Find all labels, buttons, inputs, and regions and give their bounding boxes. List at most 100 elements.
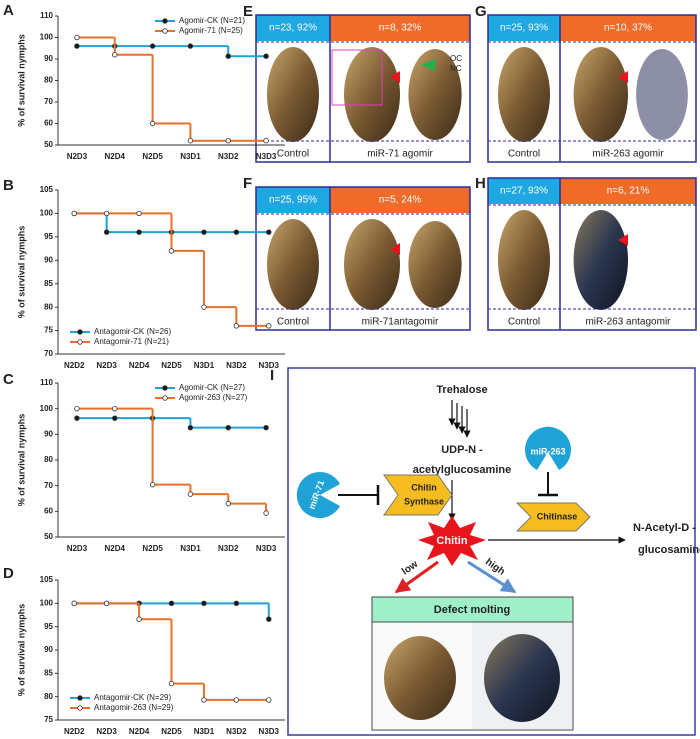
legend-label: Agomir-CK (N=21) [179, 16, 245, 25]
legend-label: Antagomir-71 (N=21) [94, 337, 169, 346]
point [201, 600, 207, 607]
point [149, 43, 156, 49]
point [187, 137, 194, 144]
y-tick-label: 110 [40, 11, 53, 20]
caption: miR-263 antagomir [585, 317, 671, 328]
y-tick-label: 50 [44, 532, 53, 541]
y-tick-label: 80 [44, 692, 53, 701]
red-arrow [390, 71, 400, 83]
mir263-label: miR-263 [530, 446, 565, 456]
synthase-label: Chitin [411, 482, 437, 492]
point [266, 323, 272, 329]
header-label: n=10, 37% [604, 23, 652, 34]
point [225, 424, 231, 431]
point [136, 229, 142, 235]
legend-marker [162, 395, 168, 401]
y-axis-label: % of survival nymphs [16, 226, 26, 319]
x-tick-label: N2D2 [64, 727, 85, 736]
x-tick-label: N3D3 [256, 544, 277, 553]
point [112, 415, 118, 421]
photo [573, 210, 628, 310]
x-tick-label: N2D5 [142, 544, 163, 553]
point [263, 137, 269, 144]
point [71, 600, 77, 607]
x-tick-label: N2D4 [105, 544, 126, 553]
point [225, 137, 231, 144]
point [71, 210, 77, 217]
chitin-label: Chitin [436, 535, 467, 547]
chitin-star [418, 516, 486, 566]
x-tick-label: N2D4 [105, 152, 126, 161]
mirna-shape [525, 426, 572, 470]
y-tick-label: 80 [44, 76, 53, 85]
red-arrow [618, 71, 628, 83]
point [103, 210, 110, 217]
x-tick-label: N2D3 [96, 727, 117, 736]
x-tick-label: N2D2 [64, 361, 85, 370]
header-control [256, 187, 330, 213]
synthase-label: Synthase [404, 496, 444, 506]
x-tick-label: N3D3 [256, 152, 277, 161]
x-tick-label: N3D1 [194, 727, 215, 736]
caption: Control [277, 149, 309, 160]
x-tick-label: N2D3 [67, 152, 88, 161]
y-axis-label: % of survival nymphs [16, 414, 26, 507]
header-label: n=27, 93% [500, 186, 548, 197]
panel-letter: E [243, 3, 253, 20]
header-control [488, 178, 560, 204]
point [74, 415, 80, 421]
x-tick-label: N2D4 [129, 361, 150, 370]
legend-marker [77, 695, 83, 701]
caption: Control [508, 317, 540, 328]
header-treated [330, 15, 470, 41]
photo [344, 219, 400, 310]
x-tick-label: N2D3 [96, 361, 117, 370]
y-tick-label: 90 [44, 54, 53, 63]
point [168, 600, 175, 607]
photo [498, 210, 550, 310]
photo [636, 49, 688, 140]
photo [267, 219, 319, 310]
mirna-shape [296, 472, 340, 518]
y-tick-label: 70 [44, 481, 53, 490]
panel-frame [255, 186, 471, 331]
header-control [488, 15, 560, 41]
legend-label: Agomir-263 (N=27) [179, 393, 248, 402]
header-treated [560, 178, 696, 204]
y-tick-label: 70 [44, 349, 53, 358]
point [136, 616, 142, 622]
point [187, 491, 194, 497]
point [112, 405, 118, 412]
y-tick-label: 60 [44, 119, 53, 128]
panel-frame [487, 177, 697, 331]
y-tick-label: 105 [40, 575, 54, 584]
header-label: n=25, 93% [500, 23, 548, 34]
header-label: n=23, 92% [269, 23, 317, 34]
y-tick-label: 90 [44, 645, 53, 654]
photo [384, 636, 456, 720]
y-tick-label: 110 [40, 378, 53, 387]
y-tick-label: 85 [44, 279, 53, 288]
x-tick-label: N2D4 [129, 727, 150, 736]
legend-marker [77, 339, 83, 345]
red-arrow [618, 234, 628, 246]
photo [267, 47, 319, 142]
point [74, 34, 80, 41]
photo-panels: En=23, 92% n=8, 32% Control miR-71 agomir OC… [243, 3, 697, 331]
y-tick-label: 80 [44, 455, 53, 464]
y-tick-label: 70 [44, 97, 53, 106]
header-control [256, 15, 330, 41]
point [233, 697, 240, 703]
x-tick-label: N3D2 [226, 361, 247, 370]
photo [344, 47, 400, 142]
x-tick-label: N3D3 [259, 727, 280, 736]
low-label: low [400, 559, 420, 578]
y-tick-label: 85 [44, 668, 53, 677]
photo [498, 47, 550, 142]
green-arrow [421, 59, 435, 71]
legend-label: Agomir-71 (N=25) [179, 26, 243, 35]
y-tick-label: 100 [40, 404, 54, 413]
panel-frame [255, 14, 471, 163]
synthase-shape [383, 474, 453, 516]
